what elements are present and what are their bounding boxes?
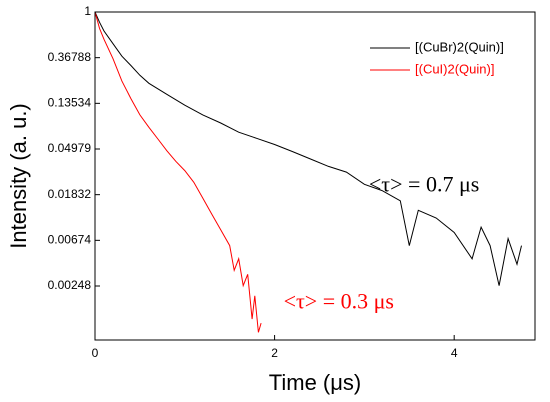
y-tick-label: 1	[84, 4, 91, 18]
legend-label: [(CuI)2(Quin)]	[415, 61, 494, 76]
y-tick-label: 0.13534	[48, 96, 92, 110]
y-axis-label: Intensity (a. u.)	[6, 103, 31, 249]
plot-frame	[94, 11, 536, 341]
x-tick-label: 2	[271, 346, 278, 360]
legend-label: [(CuBr)2(Quin)]	[415, 39, 504, 54]
y-tick-label: 0.36788	[48, 50, 92, 64]
y-tick-label: 0.01832	[48, 187, 92, 201]
data-line	[95, 12, 262, 333]
y-tick-label: 0.00674	[48, 233, 92, 247]
x-axis-label: Time (μs)	[269, 370, 362, 395]
annotation: <τ> = 0.3 μs	[284, 288, 394, 313]
annotation: <τ> = 0.7 μs	[369, 171, 479, 196]
x-tick-label: 4	[451, 346, 458, 360]
y-tick-label: 0.00248	[48, 278, 92, 292]
y-tick-label: 0.04979	[48, 141, 92, 155]
x-tick-label: 0	[92, 346, 99, 360]
data-line	[95, 12, 522, 286]
